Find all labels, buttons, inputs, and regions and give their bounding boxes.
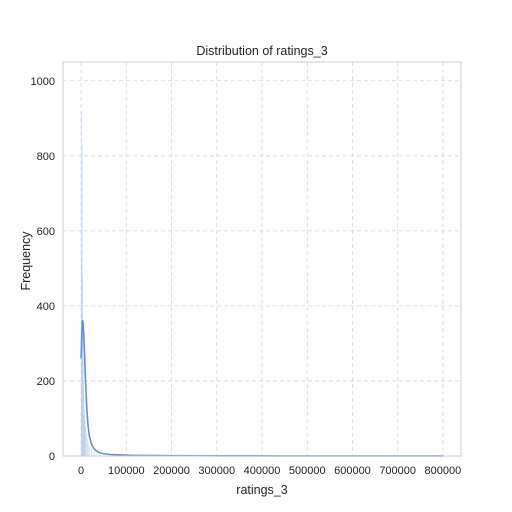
y-tick-label: 0 [49, 451, 55, 463]
grid-layer [63, 62, 461, 457]
histogram-bar [93, 451, 95, 456]
x-tick-label: 0 [78, 465, 84, 477]
histogram-bar [82, 358, 84, 456]
histogram-bar [81, 110, 82, 457]
x-tick-label: 500000 [289, 465, 326, 477]
y-tick-label: 600 [37, 226, 55, 238]
histogram-bar [85, 425, 87, 456]
x-tick-label: 300000 [198, 465, 235, 477]
x-tick-label: 100000 [108, 465, 145, 477]
y-tick-label: 400 [37, 301, 55, 313]
histogram-bars [81, 110, 435, 457]
histogram-bar [87, 442, 89, 456]
y-tick-labels: 0 200 400 600 800 1000 [31, 76, 55, 463]
histogram-bar [84, 420, 86, 456]
x-axis-title: ratings_3 [236, 483, 287, 497]
histogram-bar [83, 395, 85, 456]
histogram-bar [81, 144, 83, 457]
histogram-bar [84, 414, 85, 456]
y-tick-label: 800 [37, 151, 55, 163]
histogram-bar [83, 407, 85, 456]
histogram-bar [86, 439, 88, 456]
histogram-bar [112, 454, 114, 456]
plot-frame [62, 61, 462, 457]
x-tick-label: 800000 [425, 465, 462, 477]
x-tick-label: 700000 [379, 465, 416, 477]
histogram-bar [83, 380, 84, 456]
y-axis-title: Frequency [19, 231, 33, 291]
x-tick-label: 600000 [334, 465, 371, 477]
y-tick-label: 1000 [31, 76, 55, 88]
histogram-bar [103, 454, 105, 456]
y-tick-label: 200 [37, 376, 55, 388]
histogram-bar [91, 449, 92, 456]
x-tick-label: 400000 [244, 465, 281, 477]
histogram-bar [97, 452, 98, 456]
chart-title: Distribution of ratings_3 [196, 44, 327, 58]
x-tick-labels: 0 100000 200000 300000 400000 500000 600000 700… [78, 465, 461, 477]
histogram-bar [86, 433, 87, 456]
x-tick-label: 200000 [153, 465, 190, 477]
histogram-bar [82, 332, 84, 456]
histogram-bar [89, 446, 90, 456]
histogram-bar [82, 275, 83, 456]
